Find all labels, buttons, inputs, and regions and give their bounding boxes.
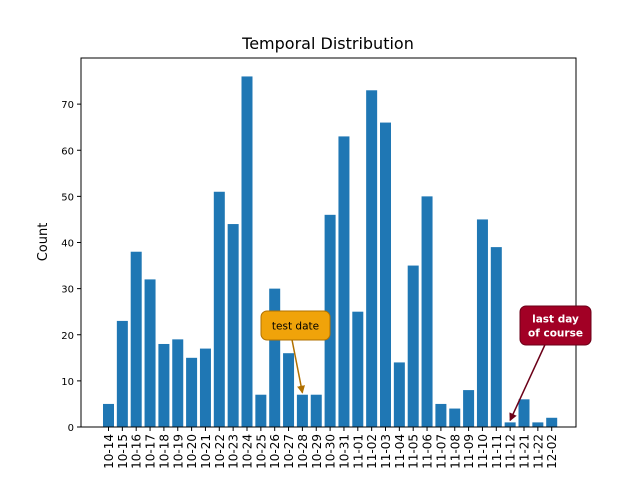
bar-10-26	[269, 288, 281, 427]
x-tick-label: 10-28	[296, 434, 310, 469]
y-axis-label: Count	[36, 223, 51, 262]
x-tick-label: 10-21	[199, 434, 213, 469]
bar-11-12	[504, 422, 516, 427]
y-tick-label: 50	[61, 192, 74, 203]
y-tick-label: 40	[61, 239, 74, 250]
bar-10-23	[227, 224, 239, 427]
x-tick-label: 10-27	[282, 434, 296, 469]
x-tick-label: 10-14	[102, 434, 116, 469]
x-tick-label: 10-17	[144, 434, 158, 469]
x-tick-label: 12-02	[545, 434, 559, 469]
x-tick-label: 10-25	[254, 434, 268, 469]
bar-11-07	[435, 403, 447, 427]
x-tick-label: 10-23	[227, 434, 241, 469]
x-tick-label: 11-21	[518, 434, 532, 469]
x-tick-label: 10-24	[241, 434, 255, 469]
bar-11-06	[421, 196, 433, 427]
x-tick-label: 10-20	[185, 434, 199, 469]
annotation-label: test date	[272, 321, 319, 333]
x-tick-label: 11-09	[462, 434, 476, 469]
bar-11-11	[490, 247, 502, 427]
x-tick-label: 10-22	[213, 434, 227, 469]
chart-title: Temporal Distribution	[241, 34, 414, 53]
bar-10-21	[199, 348, 211, 427]
annotation-label: last day of course	[528, 314, 583, 340]
bar-10-29	[310, 394, 322, 427]
annotations: test date last day of course	[260, 305, 592, 422]
x-tick-label: 11-07	[434, 434, 448, 469]
bar-10-14	[103, 403, 114, 427]
y-tick-label: 10	[61, 377, 74, 388]
bar-10-20	[186, 357, 198, 427]
x-tick-label: 11-08	[448, 434, 462, 469]
bar-10-25	[255, 394, 267, 427]
bar-10-16	[130, 251, 142, 427]
x-tick-label: 11-12	[504, 434, 518, 469]
bar-11-10	[476, 219, 488, 427]
x-tick-label: 10-29	[310, 434, 324, 469]
bar-11-04	[393, 362, 405, 427]
x-tick-label: 11-22	[531, 434, 545, 469]
bar-11-09	[463, 390, 475, 427]
bar-10-22	[213, 191, 225, 427]
plot-frame	[80, 57, 577, 428]
x-axis: 10-14 10-15 10-16 10-17 10-18 10-19 10-20 10-21…	[102, 427, 559, 469]
x-tick-label: 11-03	[379, 434, 393, 469]
x-tick-label: 11-02	[365, 434, 379, 469]
annotation-box	[519, 305, 592, 346]
y-tick-label: 70	[61, 100, 74, 111]
x-tick-label: 11-04	[393, 434, 407, 469]
y-axis: 0 10 20 30 40 50 60 70	[61, 100, 81, 434]
y-tick-label: 20	[61, 331, 74, 342]
bar-10-19	[172, 339, 184, 427]
x-tick-label: 11-06	[421, 434, 435, 469]
y-tick-label: 60	[61, 146, 74, 157]
bar-10-24	[241, 76, 253, 427]
x-tick-label: 10-26	[268, 434, 282, 469]
x-tick-label: 10-18	[157, 434, 171, 469]
bar-11-21	[518, 399, 530, 427]
bar-10-31	[338, 136, 350, 427]
bar-11-05	[407, 265, 419, 427]
annotation-box	[260, 310, 331, 341]
x-tick-label: 10-30	[324, 434, 338, 469]
x-tick-label: 11-10	[476, 434, 490, 469]
x-tick-label: 11-01	[351, 434, 365, 469]
bar-12-02	[546, 417, 558, 427]
x-tick-label: 10-19	[171, 434, 185, 469]
bar-10-27	[283, 353, 295, 427]
bar-11-08	[449, 408, 461, 427]
bar-10-18	[158, 343, 170, 427]
bar-10-28	[296, 394, 308, 427]
bar-11-01	[352, 311, 364, 427]
annotation-arrow	[291, 339, 305, 394]
x-tick-label: 11-11	[490, 434, 504, 469]
x-tick-label: 10-15	[116, 434, 130, 469]
y-tick-label: 0	[68, 423, 74, 434]
bar-10-15	[116, 320, 128, 427]
bar-11-22	[532, 422, 544, 427]
y-tick-label: 30	[61, 285, 74, 296]
x-tick-label: 10-31	[337, 434, 351, 469]
bar-11-02	[366, 90, 378, 427]
x-tick-label: 11-05	[407, 434, 421, 469]
x-tick-label: 10-16	[130, 434, 144, 469]
bar-10-17	[144, 279, 156, 427]
annotation-arrow	[509, 344, 546, 422]
bar-11-03	[380, 122, 391, 427]
